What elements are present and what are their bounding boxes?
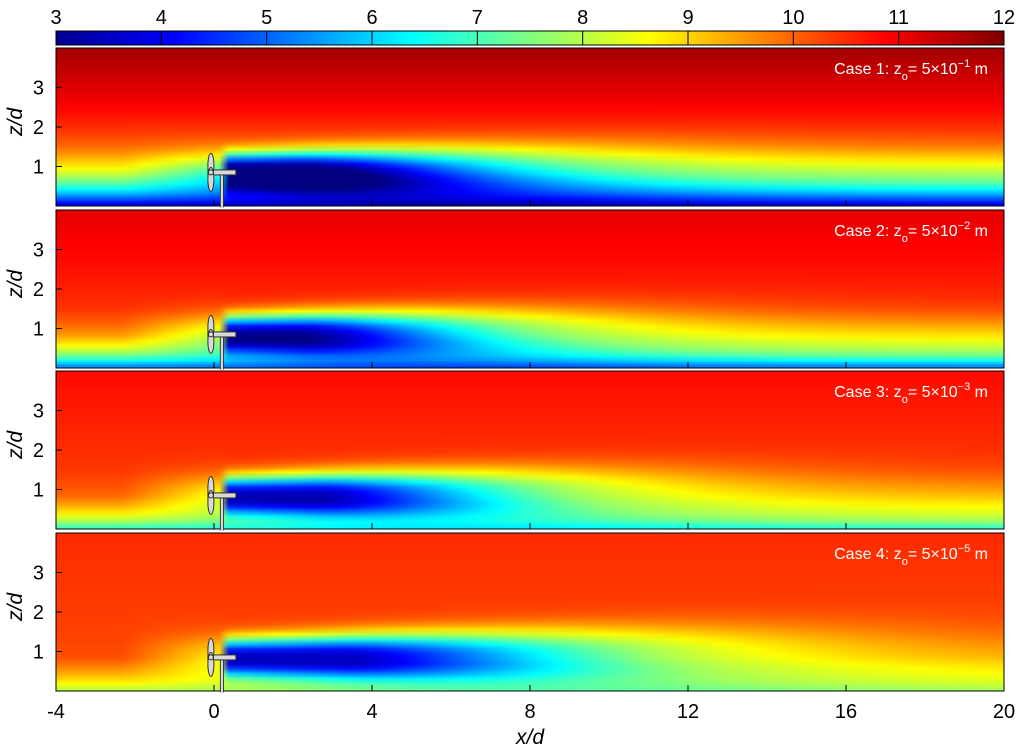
- colorbar-tick-label: 3: [50, 7, 61, 29]
- colorbar-tick-labels: 3 4 5 6 7 8 9 10 11 12: [50, 7, 1015, 29]
- case-label: Case 3: zo= 5×10−3 m: [834, 381, 988, 406]
- colorbar-tick-marks: [55, 31, 1005, 45]
- y-tick-label: 1: [33, 642, 44, 664]
- y-tick-label: 3: [33, 78, 44, 100]
- y-tick-label: 2: [33, 440, 44, 462]
- colorbar-tick-label: 7: [472, 7, 483, 29]
- colorbar-tick-label: 10: [782, 7, 804, 29]
- x-tick-label: 12: [677, 701, 699, 723]
- x-tick-labels: -4 0 4 8 12 16 20: [47, 701, 1015, 723]
- y-tick-label: 3: [33, 401, 44, 423]
- y-axis-label: z/d: [4, 430, 27, 460]
- case-label: Case 2: zo= 5×10−2 m: [834, 220, 988, 245]
- y-tick-label: 2: [33, 602, 44, 624]
- x-tick-label: 16: [835, 701, 857, 723]
- y-tick-label: 3: [33, 563, 44, 585]
- y-axis-label: z/d: [4, 592, 27, 622]
- panels: 1 2 3 z/d Case 1: zo= 5×10−1 m 1 2 3 z/d Case 2: …: [4, 47, 1005, 695]
- y-tick-label: 1: [33, 157, 44, 179]
- x-tick-label: -4: [47, 701, 65, 723]
- x-tick-label: 0: [208, 701, 219, 723]
- x-tick-label: 4: [366, 701, 377, 723]
- y-tick-label: 1: [33, 480, 44, 502]
- panel-case-1: 1 2 3 z/d Case 1: zo= 5×10−1 m: [4, 47, 1005, 210]
- y-axis-label: z/d: [4, 107, 27, 137]
- colorbar-tick-label: 11: [888, 7, 909, 29]
- panel-case-4: 1 2 3 z/d Case 4: zo= 5×10−5 m: [4, 532, 1005, 695]
- panel-case-3: 1 2 3 z/d Case 3: zo= 5×10−3 m: [4, 370, 1005, 533]
- colorbar-tick-label: 12: [993, 7, 1015, 29]
- x-tick-label: 8: [524, 701, 535, 723]
- y-axis-label: z/d: [4, 269, 27, 299]
- colorbar-gradient: [55, 30, 1005, 46]
- colorbar-tick-label: 6: [366, 7, 377, 29]
- x-axis-label: x/d: [515, 726, 545, 749]
- x-tick-label: 20: [993, 701, 1015, 723]
- case-label: Case 4: zo= 5×10−5 m: [834, 543, 988, 568]
- colorbar-tick-label: 4: [156, 7, 167, 29]
- y-tick-label: 3: [33, 240, 44, 262]
- case-label: Case 1: zo= 5×10−1 m: [834, 58, 988, 83]
- y-tick-label: 2: [33, 117, 44, 139]
- panel-case-2: 1 2 3 z/d Case 2: zo= 5×10−2 m: [4, 209, 1005, 372]
- colorbar-tick-label: 9: [682, 7, 693, 29]
- y-tick-label: 2: [33, 279, 44, 301]
- y-tick-label: 1: [33, 319, 44, 341]
- colorbar: 3 4 5 6 7 8 9 10 11 12: [50, 7, 1015, 46]
- x-axis: -4 0 4 8 12 16 20 x/d: [47, 701, 1015, 749]
- colorbar-tick-label: 5: [261, 7, 272, 29]
- colorbar-tick-label: 8: [577, 7, 588, 29]
